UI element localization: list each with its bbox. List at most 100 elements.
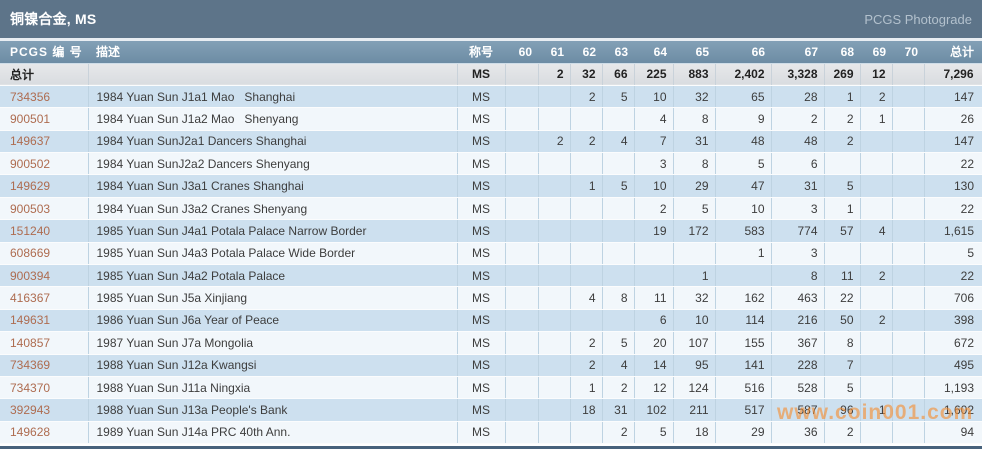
row-total-cell: 147 [924, 130, 982, 154]
totals-grade-cell: 12 [860, 63, 893, 86]
table-row: 392943 1988 Yuan Sun J13a People's Bank … [0, 398, 982, 422]
grade-cell: 36 [771, 421, 825, 445]
grade-cell [505, 264, 539, 288]
totals-grade-cell: 2,402 [715, 63, 772, 86]
grade-cell: 5 [634, 421, 674, 445]
pcgs-number-link[interactable]: 900394 [10, 268, 51, 283]
grade-cell: 95 [673, 354, 716, 377]
grade-cell: 8 [602, 286, 635, 310]
pcgs-number-link[interactable]: 149637 [10, 134, 51, 149]
pcgs-number-link[interactable]: 734356 [10, 89, 51, 104]
column-header-description: 描述 [88, 41, 457, 64]
row-total-cell: 130 [924, 174, 982, 198]
pcgs-number-link[interactable]: 608669 [10, 246, 51, 261]
totals-grade-cell: 225 [634, 63, 674, 86]
coin-designation: MS [457, 309, 506, 333]
grade-cell [602, 242, 635, 266]
pcgs-number-link[interactable]: 734369 [10, 358, 51, 373]
grade-cell [860, 331, 893, 355]
grade-cell [892, 331, 925, 355]
pcgs-number-link[interactable]: 149628 [10, 425, 51, 440]
grade-cell [892, 107, 925, 131]
grade-cell: 32 [673, 286, 716, 310]
grade-cell: 2 [602, 421, 635, 445]
coin-description: 1985 Yuan Sun J4a2 Potala Palace [88, 264, 458, 288]
table-body: 总计 MS 2 32 66 225 883 2,402 3,328 269 12 7,296 73… [0, 63, 982, 445]
grade-cell: 11 [634, 286, 674, 310]
coin-description: 1988 Yuan Sun J13a People's Bank [88, 398, 458, 422]
grade-cell [538, 331, 571, 355]
pcgs-number-link[interactable]: 416367 [10, 291, 51, 306]
row-total-cell: 1,193 [924, 376, 982, 400]
page-title: 铜镍合金, MS [10, 11, 97, 27]
grade-cell [892, 197, 925, 221]
photograde-link[interactable]: PCGS Photograde [864, 11, 972, 27]
row-total-cell: 26 [924, 107, 982, 131]
grade-cell: 3 [634, 152, 674, 176]
grade-cell: 2 [824, 421, 861, 445]
grade-cell: 5 [602, 331, 635, 355]
grade-cell: 2 [570, 85, 603, 109]
grade-cell [538, 264, 571, 288]
grade-cell: 32 [673, 85, 716, 109]
grade-cell [505, 286, 539, 310]
grade-cell [824, 152, 861, 176]
coin-description: 1988 Yuan Sun J12a Kwangsi [88, 354, 458, 377]
grade-cell [570, 107, 603, 131]
grade-cell: 1 [860, 398, 893, 422]
grade-cell: 8 [771, 264, 825, 288]
grade-cell: 141 [715, 354, 772, 377]
pcgs-number-link[interactable]: 149629 [10, 179, 51, 194]
grade-cell: 1 [824, 197, 861, 221]
row-total-cell: 22 [924, 264, 982, 288]
grade-cell: 5 [673, 197, 716, 221]
column-header-grade-68: 68 [824, 41, 860, 64]
grade-cell [634, 264, 674, 288]
pcgs-number-link[interactable]: 140857 [10, 335, 51, 350]
grade-cell: 172 [673, 219, 716, 243]
grade-cell [538, 286, 571, 310]
grade-cell [892, 421, 925, 445]
grade-cell: 155 [715, 331, 772, 355]
grade-cell [505, 242, 539, 266]
coin-designation: MS [457, 286, 506, 310]
grade-cell: 2 [570, 331, 603, 355]
grade-cell: 517 [715, 398, 772, 422]
grade-cell [505, 152, 539, 176]
grade-cell: 20 [634, 331, 674, 355]
grade-cell [505, 197, 539, 221]
grade-cell: 162 [715, 286, 772, 310]
pcgs-number-link[interactable]: 734370 [10, 380, 51, 395]
grade-cell: 516 [715, 376, 772, 400]
table-row: 149629 1984 Yuan Sun J3a1 Cranes Shangha… [0, 174, 982, 198]
totals-grade-cell [892, 63, 925, 86]
table-row: 900502 1984 Yuan SunJ2a2 Dancers Shenyan… [0, 152, 982, 176]
grade-cell [538, 309, 571, 333]
pcgs-number-link[interactable]: 900502 [10, 156, 51, 171]
grade-cell [505, 85, 539, 109]
grade-cell [860, 130, 893, 154]
grade-cell: 8 [673, 152, 716, 176]
pcgs-number-link[interactable]: 900503 [10, 201, 51, 216]
column-header-grade-60: 60 [505, 41, 538, 64]
coin-description: 1984 Yuan Sun J3a2 Cranes Shenyang [88, 197, 458, 221]
table-row: 900501 1984 Yuan Sun J1a2 Mao Shenyang M… [0, 107, 982, 131]
grade-cell [892, 242, 925, 266]
coin-description: 1984 Yuan SunJ2a1 Dancers Shanghai [88, 130, 458, 154]
pcgs-number-link[interactable]: 392943 [10, 403, 51, 418]
coin-designation: MS [457, 354, 506, 377]
grade-cell [860, 376, 893, 400]
grade-cell: 18 [673, 421, 716, 445]
grade-cell [892, 152, 925, 176]
pcgs-number-link[interactable]: 149631 [10, 313, 51, 328]
grade-cell: 29 [673, 174, 716, 198]
grade-cell [538, 107, 571, 131]
pcgs-number-link[interactable]: 151240 [10, 223, 51, 238]
table-row: 900503 1984 Yuan Sun J3a2 Cranes Shenyan… [0, 197, 982, 221]
pcgs-number-link[interactable]: 900501 [10, 111, 51, 126]
column-header-grade-66: 66 [715, 41, 771, 64]
grade-cell [602, 152, 635, 176]
